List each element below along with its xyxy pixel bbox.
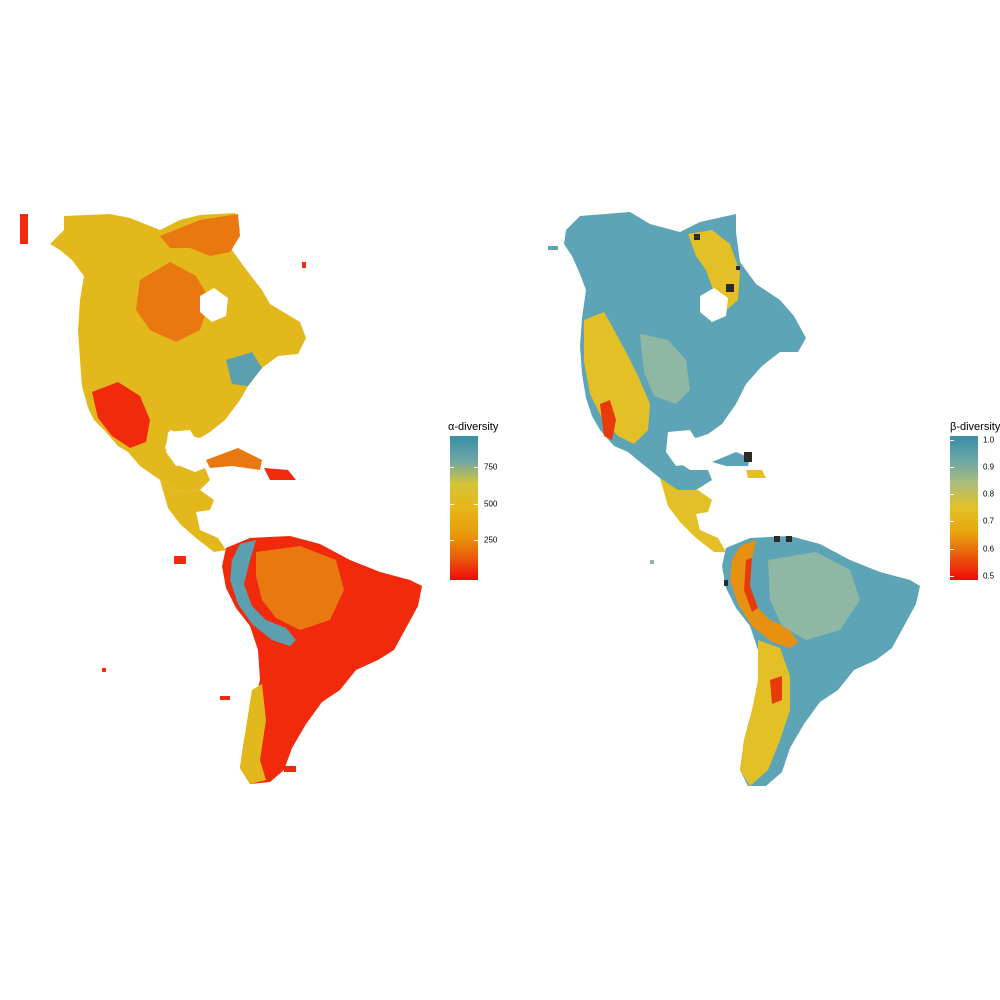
beta-legend-tick-mark	[950, 576, 954, 577]
alpha-diversity-panel: α-diversity 750 500 250	[20, 213, 499, 784]
beta-sa-black-cell	[774, 536, 780, 542]
beta-legend-title: β-diversity	[950, 421, 1000, 433]
alpha-na-orange-arctic	[160, 214, 240, 256]
beta-south-america	[722, 536, 920, 786]
beta-na-red-california	[600, 400, 616, 440]
alpha-legend-tick-label: 500	[484, 499, 498, 509]
beta-na-black-cell	[736, 266, 740, 270]
alpha-legend-tick-mark	[474, 540, 478, 541]
alpha-south-america	[222, 536, 422, 784]
beta-legend-tick-mark	[950, 549, 954, 550]
beta-na-mixed-plains	[640, 334, 690, 404]
alpha-cuba	[206, 448, 262, 470]
alpha-na-orange-interior	[136, 262, 210, 342]
beta-na-black-cell	[726, 284, 734, 292]
alpha-hispaniola	[264, 468, 296, 480]
alpha-legend-tick-mark	[450, 540, 454, 541]
beta-caribbean-black-cell	[744, 452, 752, 462]
beta-sa-black-cell	[724, 580, 728, 586]
beta-sa-red-south	[770, 676, 782, 704]
alpha-na-red-southwest	[92, 382, 150, 448]
beta-sa-yellow-south	[740, 640, 790, 786]
alpha-sa-amazon-orange	[256, 546, 344, 630]
alpha-legend-tick-label: 250	[484, 535, 498, 545]
alpha-island-aleutians	[20, 214, 28, 244]
alpha-hudson-bay	[200, 288, 228, 322]
alpha-island-juan-fernandez	[220, 696, 230, 700]
beta-hispaniola	[746, 470, 766, 478]
alpha-north-america	[50, 213, 306, 492]
alpha-legend-colorbar	[450, 436, 478, 580]
alpha-islands	[20, 214, 306, 700]
beta-island-pacific	[650, 560, 654, 564]
beta-legend-tick-mark	[950, 467, 954, 468]
beta-legend-tick-label: 0.8	[983, 489, 995, 499]
alpha-island-galapagos	[174, 556, 186, 564]
alpha-legend-tick-mark	[474, 504, 478, 505]
beta-north-america	[564, 212, 806, 490]
alpha-gulf	[166, 430, 200, 466]
beta-islands	[548, 246, 654, 564]
alpha-legend-tick-label: 750	[484, 462, 498, 472]
beta-sa-black-cell	[786, 536, 792, 542]
beta-diversity-map	[548, 212, 920, 786]
alpha-diversity-map	[20, 213, 422, 784]
beta-island-aleutians	[548, 246, 558, 250]
alpha-sa-andes-teal	[230, 540, 296, 646]
alpha-island-bermuda	[302, 262, 306, 268]
beta-na-yellow-rockies	[584, 312, 650, 444]
beta-hudson-bay	[700, 288, 728, 322]
alpha-sa-patagonia	[240, 684, 266, 784]
alpha-legend-title: α-diversity	[448, 421, 499, 433]
beta-sa-andes-red	[744, 558, 758, 612]
beta-legend-tick-label: 0.9	[983, 462, 995, 472]
beta-na-black-cell	[694, 234, 700, 240]
alpha-legend-tick-mark	[450, 504, 454, 505]
alpha-island-pacific	[102, 668, 106, 672]
beta-cuba	[712, 452, 750, 466]
beta-gulf	[666, 430, 700, 466]
alpha-falklands	[284, 766, 296, 772]
beta-legend-tick-mark	[950, 521, 954, 522]
alpha-central-america	[160, 480, 226, 552]
beta-legend-tick-label: 0.7	[983, 516, 995, 526]
beta-caribbean	[660, 452, 766, 552]
beta-diversity-panel: β-diversity 1.0 0.9 0.8 0.7 0.6 0.5	[500, 0, 1000, 1000]
alpha-na-east-teal	[226, 352, 262, 386]
alpha-caribbean	[160, 448, 296, 552]
beta-legend-colorbar	[950, 436, 978, 580]
alpha-legend-tick-mark	[474, 467, 478, 468]
beta-legend-tick-label: 0.6	[983, 544, 995, 554]
beta-legend-tick-label: 0.5	[983, 571, 995, 581]
beta-legend-tick-mark	[950, 494, 954, 495]
beta-legend-tick-label: 1.0	[983, 435, 995, 445]
beta-sa-mixed-interior	[768, 552, 860, 640]
alpha-legend-tick-mark	[450, 467, 454, 468]
beta-central-america	[660, 478, 726, 552]
beta-legend-tick-mark	[950, 440, 954, 441]
